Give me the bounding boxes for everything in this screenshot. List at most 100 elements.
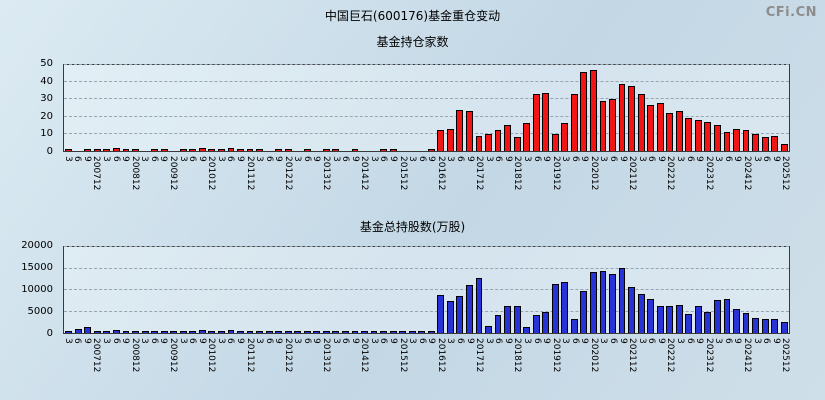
- bar: [666, 306, 674, 333]
- bar: [246, 149, 254, 151]
- x-axis-tick-label: 9: [81, 338, 92, 344]
- bar: [752, 133, 760, 151]
- bar: [427, 149, 435, 151]
- bar: [198, 147, 206, 151]
- x-axis-tick-label: 201212: [282, 156, 293, 191]
- bar: [752, 317, 760, 333]
- bar: [399, 331, 407, 333]
- bar: [189, 149, 197, 151]
- x-axis-tick-label: 202212: [665, 156, 676, 191]
- x-axis-tick-label: 3: [292, 338, 303, 344]
- bar: [408, 331, 416, 333]
- x-axis-tick-label: 200812: [129, 156, 140, 191]
- bar: [208, 331, 216, 333]
- bar: [198, 330, 206, 333]
- x-axis-tick-label: 202012: [588, 338, 599, 373]
- x-axis-tick-label: 9: [579, 338, 590, 344]
- x-axis-tick-label: 3: [407, 156, 418, 162]
- bar: [475, 135, 483, 151]
- x-axis-tick-label: 6: [263, 338, 274, 344]
- x-axis-tick-label: 6: [301, 338, 312, 344]
- bar: [780, 322, 788, 333]
- bar: [485, 133, 492, 151]
- x-axis-tick-label: 6: [148, 156, 159, 162]
- bar: [217, 149, 225, 151]
- fund-shares-y-axis: 0 5000 10000 15000 20000: [0, 240, 58, 339]
- bar: [570, 318, 578, 333]
- x-axis-tick-label: 3: [368, 156, 379, 162]
- x-axis-tick-label: 6: [454, 338, 465, 344]
- x-axis-tick-label: 3: [139, 338, 150, 344]
- x-axis-tick-label: 6: [416, 338, 427, 344]
- bar: [103, 149, 111, 151]
- bar: [494, 130, 502, 151]
- x-axis-tick-label: 3: [636, 338, 647, 344]
- bar: [733, 128, 740, 151]
- x-axis-tick-label: 3: [674, 156, 685, 162]
- x-axis-tick-label: 9: [770, 156, 781, 162]
- x-axis-tick-label: 6: [608, 156, 619, 162]
- gridline: [64, 98, 789, 100]
- x-axis-tick-label: 6: [225, 338, 236, 344]
- x-axis-tick-label: 3: [292, 156, 303, 162]
- bar: [74, 328, 82, 333]
- x-axis-tick-label: 9: [120, 338, 131, 344]
- bar: [275, 149, 283, 151]
- bar: [427, 331, 435, 333]
- x-axis-tick-label: 200712: [91, 338, 102, 373]
- x-axis-tick-label: 6: [569, 338, 580, 344]
- bar: [84, 327, 92, 333]
- x-axis-tick-label: 202212: [665, 338, 676, 373]
- x-axis-tick-label: 6: [187, 156, 198, 162]
- x-axis-tick-label: 6: [454, 156, 465, 162]
- bar: [637, 294, 645, 333]
- x-axis-tick-label: 9: [120, 156, 131, 162]
- bar: [208, 149, 216, 151]
- x-axis-tick-label: 9: [732, 156, 743, 162]
- bar: [151, 149, 159, 151]
- x-axis-tick-label: 9: [502, 156, 513, 162]
- bar: [723, 132, 731, 151]
- bar: [485, 325, 492, 333]
- x-axis-tick-label: 6: [722, 338, 733, 344]
- bar: [685, 313, 693, 333]
- x-axis-tick-label: 9: [234, 156, 245, 162]
- bar: [780, 144, 788, 151]
- x-axis-tick-label: 9: [655, 338, 666, 344]
- x-axis-tick-label: 201312: [321, 156, 332, 191]
- bar: [694, 120, 702, 151]
- x-axis-tick-label: 3: [521, 156, 532, 162]
- page-title: 中国巨石(600176)基金重仓变动: [324, 9, 501, 23]
- x-axis-tick-label: 201112: [244, 156, 255, 191]
- bar: [513, 306, 521, 333]
- x-axis-tick-label: 6: [493, 338, 504, 344]
- bar: [609, 273, 616, 333]
- x-axis-tick-label: 9: [541, 338, 552, 344]
- bar: [742, 312, 750, 333]
- x-axis-tick-label: 3: [674, 338, 685, 344]
- x-axis-tick-label: 9: [349, 156, 360, 162]
- y-axis-tick-label: 0: [46, 328, 53, 339]
- bar: [437, 130, 445, 151]
- bar: [322, 149, 330, 151]
- bar: [561, 123, 569, 151]
- x-axis-tick-label: 3: [407, 338, 418, 344]
- x-axis-tick-label: 202112: [627, 156, 638, 191]
- x-axis-tick-label: 3: [254, 156, 265, 162]
- x-axis-tick-label: 3: [330, 156, 341, 162]
- fund-shares-x-axis: 3 6 9 200712 3 6 9 200812 3 6 9 200912 3 6 9 201012 3 6 9 2…: [63, 336, 790, 382]
- x-axis-tick-label: 9: [694, 338, 705, 344]
- x-axis-tick-label: 202412: [741, 338, 752, 373]
- x-axis-tick-label: 201812: [512, 156, 523, 191]
- x-axis-tick-label: 202312: [703, 156, 714, 191]
- bar: [380, 149, 387, 151]
- bar: [771, 319, 779, 333]
- bar: [227, 147, 235, 151]
- bar: [599, 270, 607, 333]
- y-axis-tick-label: 10: [40, 128, 53, 140]
- bar: [609, 99, 616, 151]
- bar: [704, 311, 712, 333]
- bar: [303, 331, 311, 333]
- x-axis-tick-label: 202312: [703, 338, 714, 373]
- gridline: [64, 310, 789, 312]
